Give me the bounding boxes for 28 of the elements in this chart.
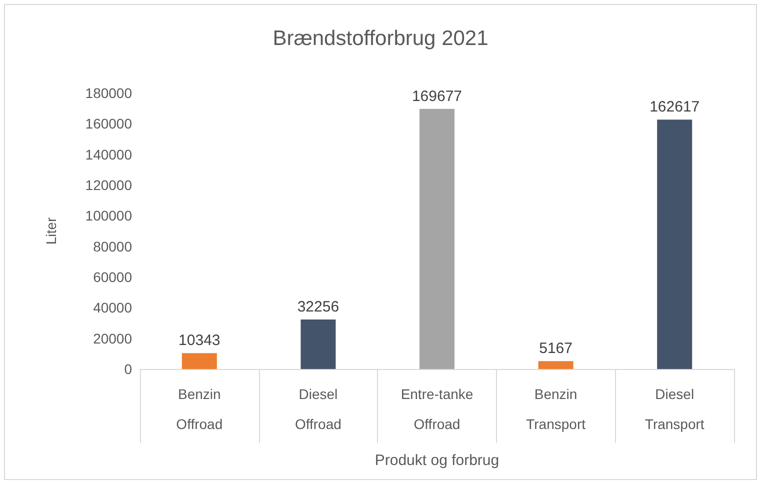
y-tick-label: 80000 (93, 238, 132, 254)
bar (182, 353, 217, 369)
x-tick-label: Benzin Offroad (176, 386, 223, 432)
bar (300, 320, 336, 369)
y-tick-label: 60000 (93, 269, 132, 285)
x-tick-label: Benzin Transport (526, 386, 586, 432)
y-tick-label: 20000 (93, 330, 132, 346)
bar (420, 108, 454, 369)
y-tick-label: 0 (124, 361, 132, 377)
x-tick-label: Diesel Offroad (294, 386, 342, 432)
y-tick-label: 160000 (85, 116, 132, 132)
y-axis-title: Liter (43, 217, 59, 245)
y-tick-label: 120000 (85, 177, 132, 193)
y-tick-label: 180000 (85, 85, 132, 101)
data-label: 169677 (412, 88, 462, 105)
x-axis-title: Produkt og forbrug (374, 452, 500, 469)
data-label: 32256 (297, 298, 340, 316)
y-tick-label: 40000 (93, 300, 132, 316)
y-tick-label: 100000 (85, 208, 132, 224)
x-tick-label: Diesel Transport (644, 386, 704, 432)
data-label: 5167 (539, 340, 572, 358)
data-label: 10343 (178, 332, 220, 350)
chart-title: Brændstofforbrug 2021 (272, 27, 488, 50)
y-tick-label: 140000 (85, 146, 132, 162)
bar (657, 120, 692, 369)
data-label: 162617 (650, 98, 700, 116)
x-tick-label: Entre-tanke Offroad (400, 386, 474, 432)
bar (538, 361, 574, 369)
